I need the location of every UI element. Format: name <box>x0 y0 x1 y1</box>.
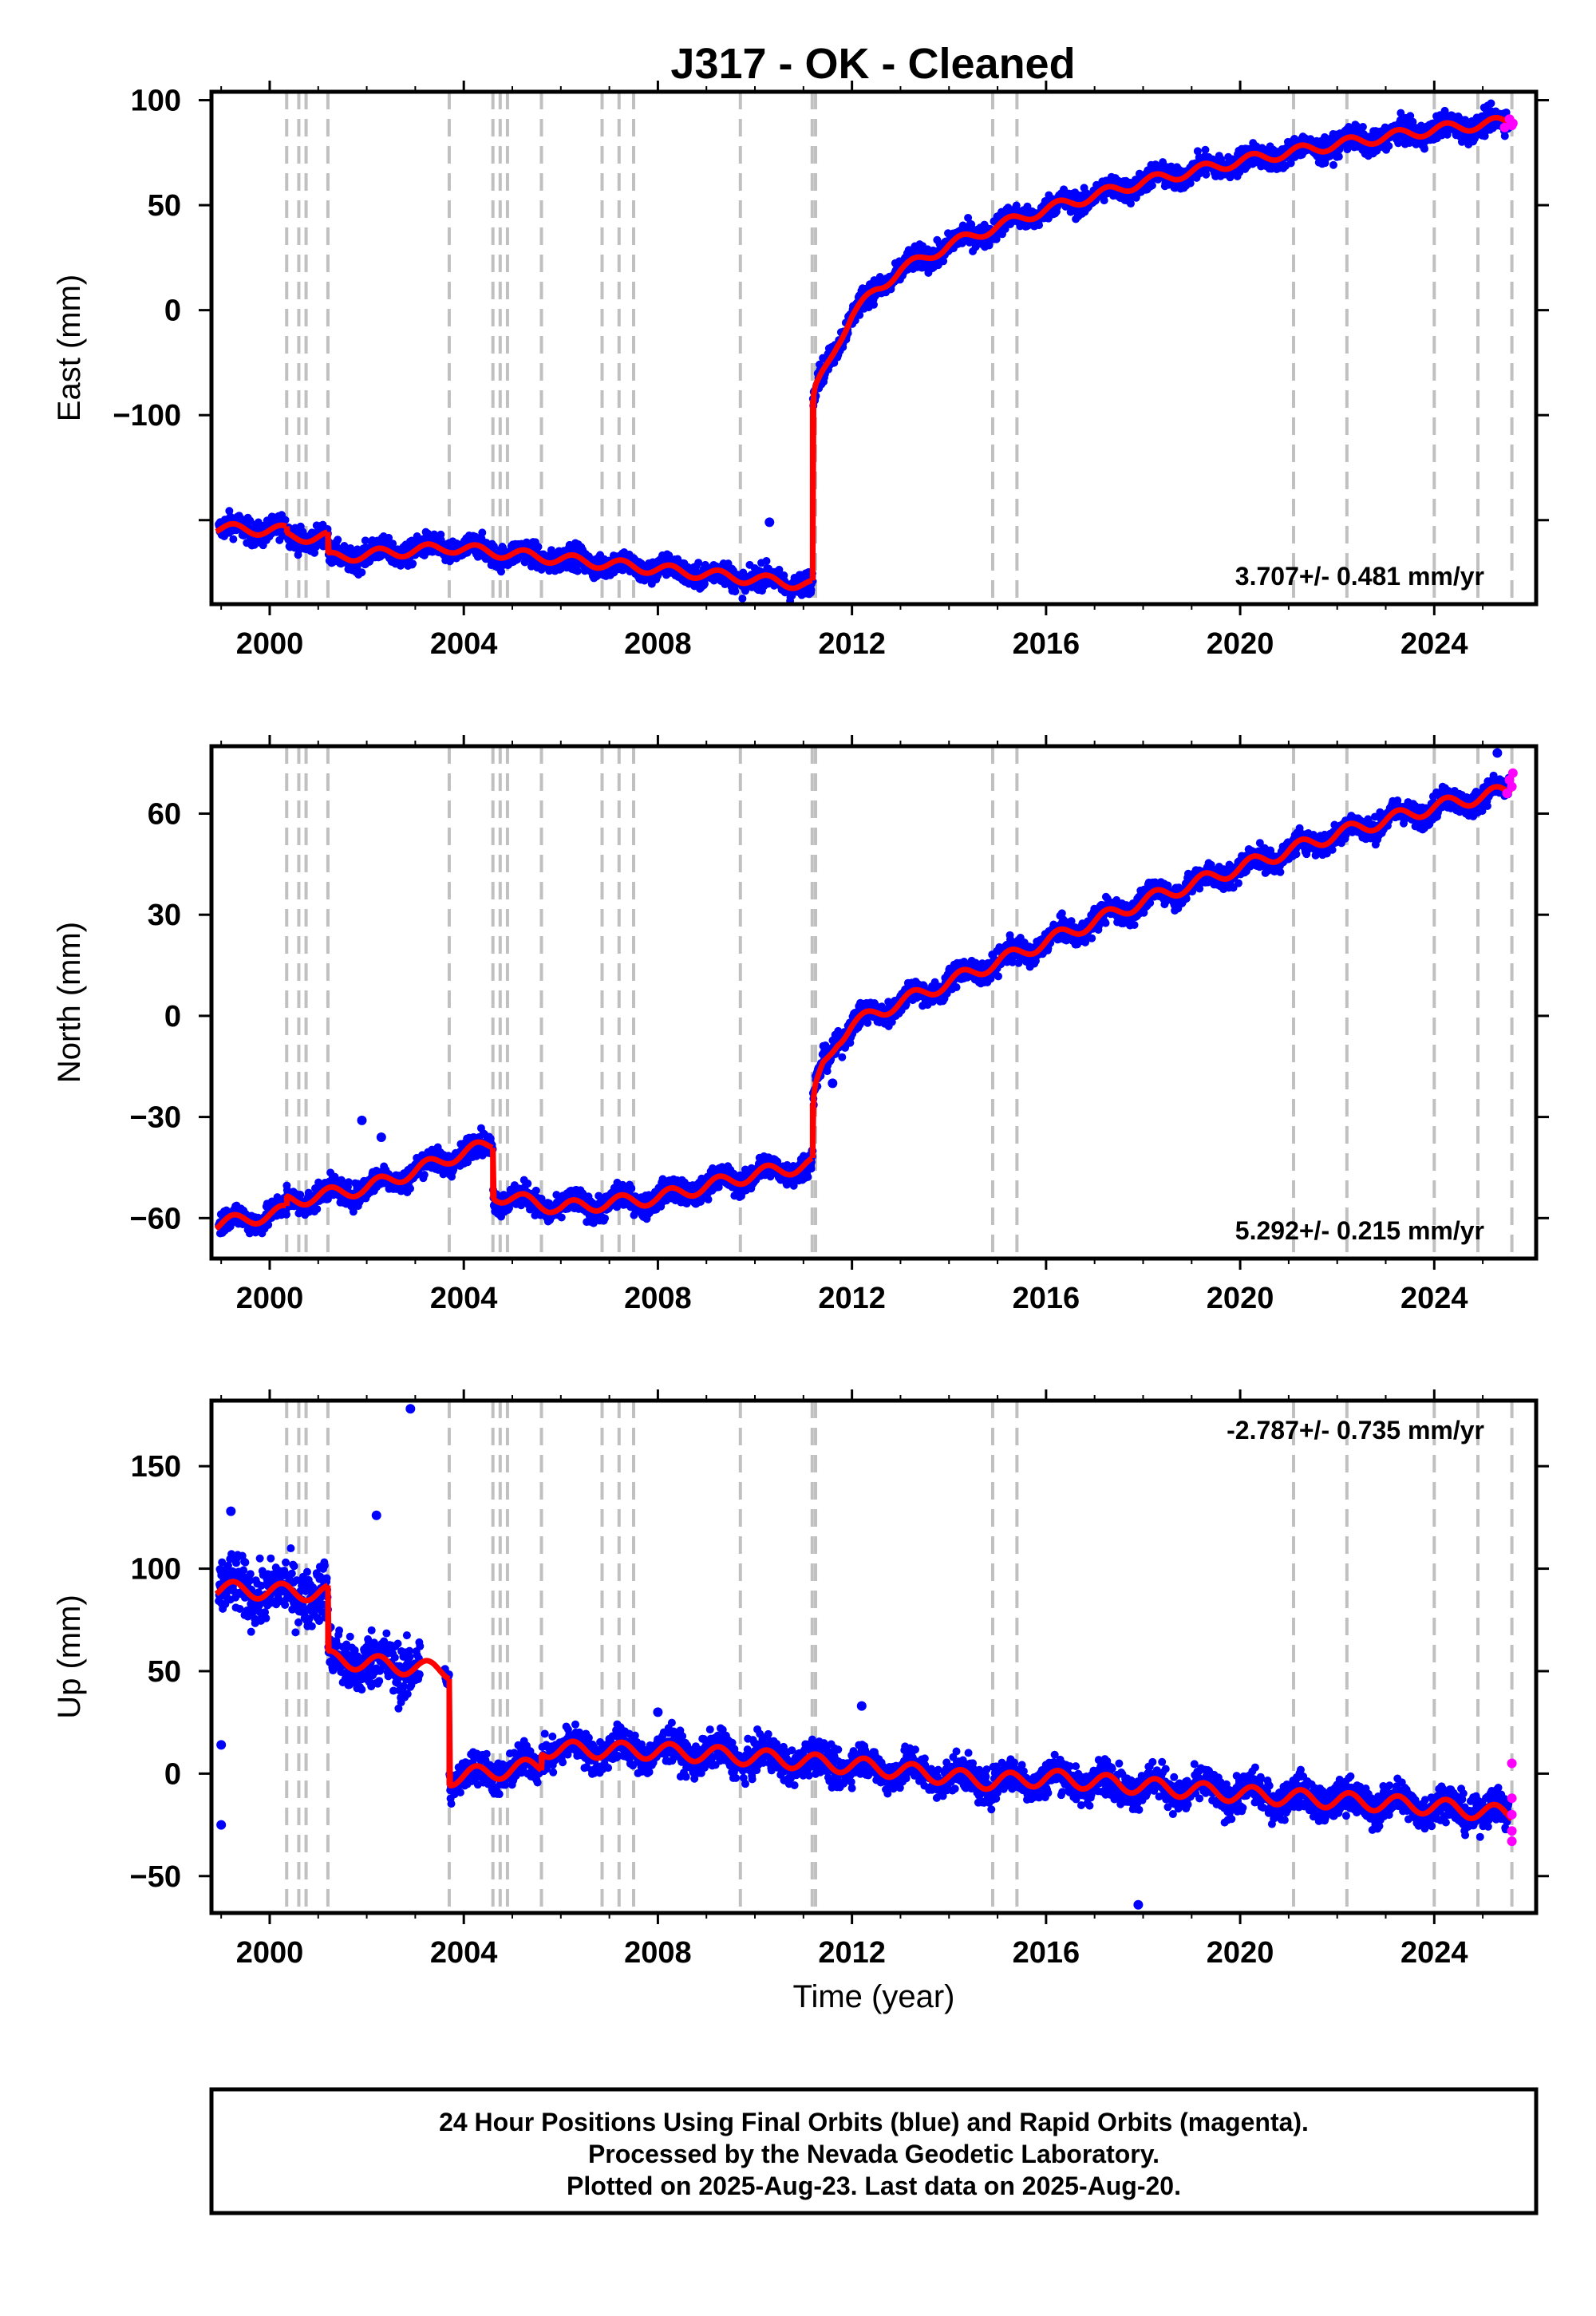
chart-title: J317 - OK - Cleaned <box>670 40 1075 88</box>
data-point <box>389 539 397 548</box>
data-point <box>1202 170 1211 179</box>
data-point <box>1148 181 1156 190</box>
data-point <box>1385 141 1393 150</box>
y-tick-label: 50 <box>148 189 181 223</box>
y-tick-label: 0 <box>164 294 181 328</box>
data-point <box>1358 123 1367 132</box>
x-tick-label: 2012 <box>818 627 886 661</box>
data-point <box>523 1180 532 1188</box>
east-ylabel: East (mm) <box>52 275 87 421</box>
data-point <box>1420 144 1428 153</box>
data-point <box>870 300 878 309</box>
data-point <box>627 1184 636 1193</box>
x-tick-label: 2008 <box>624 627 692 661</box>
data-point <box>1500 132 1509 140</box>
panel-east: 2000 2004 2008 2012 2016 2020 2024 100 50 0 −100 Ea… <box>52 81 1549 661</box>
data-point <box>406 1184 414 1193</box>
panel-north: 2000 2004 2008 2012 2016 2020 202460300−30−60N… <box>52 735 1549 1315</box>
east-final-points <box>215 99 1514 606</box>
data-point <box>361 536 369 545</box>
data-point <box>282 1210 290 1219</box>
data-point <box>358 568 366 577</box>
data-point <box>534 543 543 551</box>
data-point <box>478 528 487 537</box>
east-frame <box>209 89 1539 607</box>
data-point <box>1201 145 1210 154</box>
x-tick-label: 2020 <box>1207 627 1274 661</box>
data-point <box>1100 196 1108 205</box>
outlier-point <box>764 517 775 528</box>
data-point <box>1487 99 1495 108</box>
data-point <box>600 1214 609 1223</box>
panels: 2000 2004 2008 2012 2016 2020 2024 100 50 0 −100 Ea… <box>52 81 1549 2014</box>
data-point <box>1334 152 1343 161</box>
data-point <box>409 559 417 568</box>
data-point <box>731 587 740 596</box>
x-tick-label: 2004 <box>430 627 498 661</box>
data-point <box>313 1204 322 1213</box>
x-tick-label: 2024 <box>1400 627 1468 661</box>
data-point <box>497 567 506 576</box>
x-tick-label: 2016 <box>1013 627 1080 661</box>
data-point <box>229 535 238 543</box>
data-point <box>334 536 342 544</box>
y-tick-label: −100 <box>113 399 181 433</box>
data-point <box>281 516 290 524</box>
data-point <box>296 1191 305 1199</box>
data-point <box>557 1213 566 1222</box>
data-point <box>489 542 498 551</box>
data-point <box>1035 221 1044 230</box>
data-point <box>531 1186 540 1195</box>
data-point <box>420 1171 429 1180</box>
x-tick-label: 2000 <box>236 627 304 661</box>
rapid-point <box>1507 118 1518 128</box>
data-point <box>738 595 747 603</box>
east-rate: 3.707+/- 0.481 mm/yr <box>1235 562 1484 591</box>
data-point <box>1329 160 1337 169</box>
data-point <box>762 556 771 565</box>
y-tick-label: 100 <box>131 85 181 118</box>
north-final-points <box>215 748 1514 1238</box>
data-point <box>385 533 393 542</box>
